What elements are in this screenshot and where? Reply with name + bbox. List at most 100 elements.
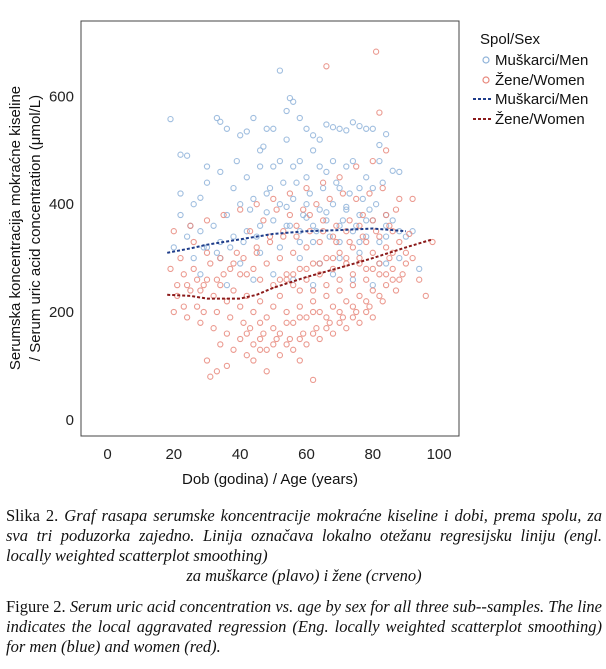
men-data-point — [323, 209, 330, 216]
men-data-point — [356, 238, 363, 246]
women-data-point — [376, 271, 383, 278]
women-data-point — [276, 352, 284, 359]
women-data-point — [183, 281, 191, 289]
men-data-point — [177, 151, 184, 158]
men-data-point — [309, 238, 317, 246]
men-data-point — [237, 260, 244, 267]
women-data-point — [280, 233, 287, 240]
men-data-point — [283, 107, 290, 115]
women-data-point — [170, 228, 177, 235]
men-data-point — [217, 118, 224, 125]
women-data-point — [376, 109, 383, 116]
women-data-point — [323, 281, 330, 289]
women-data-point — [323, 63, 330, 70]
women-data-point — [167, 265, 174, 273]
women-data-point — [197, 319, 204, 326]
men-data-point — [296, 114, 303, 122]
women-data-point — [323, 254, 330, 262]
legend-marker-men — [482, 56, 490, 64]
men-data-point — [349, 157, 357, 165]
women-data-point — [349, 314, 357, 321]
women-data-point — [243, 352, 250, 359]
legend-label-men-points: Muškarci/Men — [495, 52, 588, 69]
men-data-point — [256, 163, 264, 170]
women-data-point — [273, 335, 280, 343]
women-data-point — [336, 308, 343, 316]
men-data-point — [213, 114, 221, 122]
y-tick-label: 600 — [49, 89, 74, 106]
women-data-point — [349, 281, 357, 289]
men-data-point — [336, 125, 343, 132]
x-tick-label: 40 — [232, 446, 249, 463]
women-data-point — [363, 276, 370, 283]
women-data-point — [303, 184, 310, 192]
men-data-point — [376, 157, 383, 165]
women-data-point — [300, 330, 307, 337]
women-data-point — [237, 303, 244, 310]
women-data-point — [346, 238, 353, 246]
women-data-point — [376, 292, 383, 300]
women-data-point — [260, 217, 267, 224]
men-data-point — [260, 143, 267, 150]
men-data-point — [382, 233, 390, 240]
women-data-point — [263, 314, 270, 321]
women-data-point — [392, 287, 400, 294]
women-data-point — [210, 325, 217, 332]
men-data-point — [363, 217, 370, 224]
men-data-point — [250, 195, 257, 203]
women-data-point — [253, 201, 260, 208]
women-data-point — [369, 217, 376, 224]
women-data-point — [303, 341, 310, 348]
men-data-point — [382, 222, 390, 229]
women-data-point — [296, 265, 303, 273]
men-data-point — [303, 201, 310, 208]
x-tick-label: 20 — [165, 446, 182, 463]
men-data-point — [280, 179, 287, 186]
men-data-point — [329, 201, 337, 208]
women-data-point — [359, 211, 366, 219]
men-data-point — [323, 168, 330, 176]
women-data-point — [316, 308, 323, 316]
women-data-point — [266, 238, 274, 246]
y-tick-label: 200 — [49, 304, 74, 321]
women-data-point — [402, 260, 410, 267]
women-data-point — [416, 276, 423, 283]
women-data-point — [190, 238, 197, 246]
women-data-point — [329, 303, 337, 310]
x-tick-label: 100 — [427, 446, 452, 463]
women-data-point — [333, 222, 340, 229]
men-data-point — [389, 217, 396, 224]
legend-label-men-line: Muškarci/Men — [495, 91, 588, 108]
men-data-point — [270, 217, 277, 224]
women-data-point — [372, 48, 380, 55]
men-data-point — [363, 125, 370, 132]
women-data-point — [333, 238, 340, 246]
women-data-point — [276, 330, 284, 337]
men-data-point — [217, 168, 224, 176]
women-data-point — [174, 281, 181, 289]
women-data-point — [253, 249, 260, 256]
women-data-point — [246, 228, 254, 235]
women-data-point — [203, 276, 211, 283]
men-data-point — [270, 271, 277, 278]
women-data-point — [313, 325, 320, 332]
women-data-point — [366, 303, 373, 310]
men-data-point — [316, 136, 323, 143]
women-data-point — [283, 271, 290, 278]
men-data-point — [213, 249, 221, 256]
women-data-point — [356, 254, 363, 262]
men-data-point — [243, 128, 250, 135]
women-data-point — [283, 319, 290, 326]
women-data-point — [293, 233, 300, 240]
women-data-point — [230, 346, 237, 353]
women-data-point — [339, 190, 347, 197]
women-data-point — [323, 314, 330, 321]
men-data-point — [329, 271, 337, 278]
women-data-point — [296, 303, 303, 310]
women-data-point — [353, 308, 360, 316]
men-data-point — [256, 249, 264, 256]
women-data-point — [386, 254, 393, 262]
women-data-point — [283, 308, 290, 316]
women-data-point — [366, 190, 373, 197]
women-data-point — [187, 222, 194, 229]
